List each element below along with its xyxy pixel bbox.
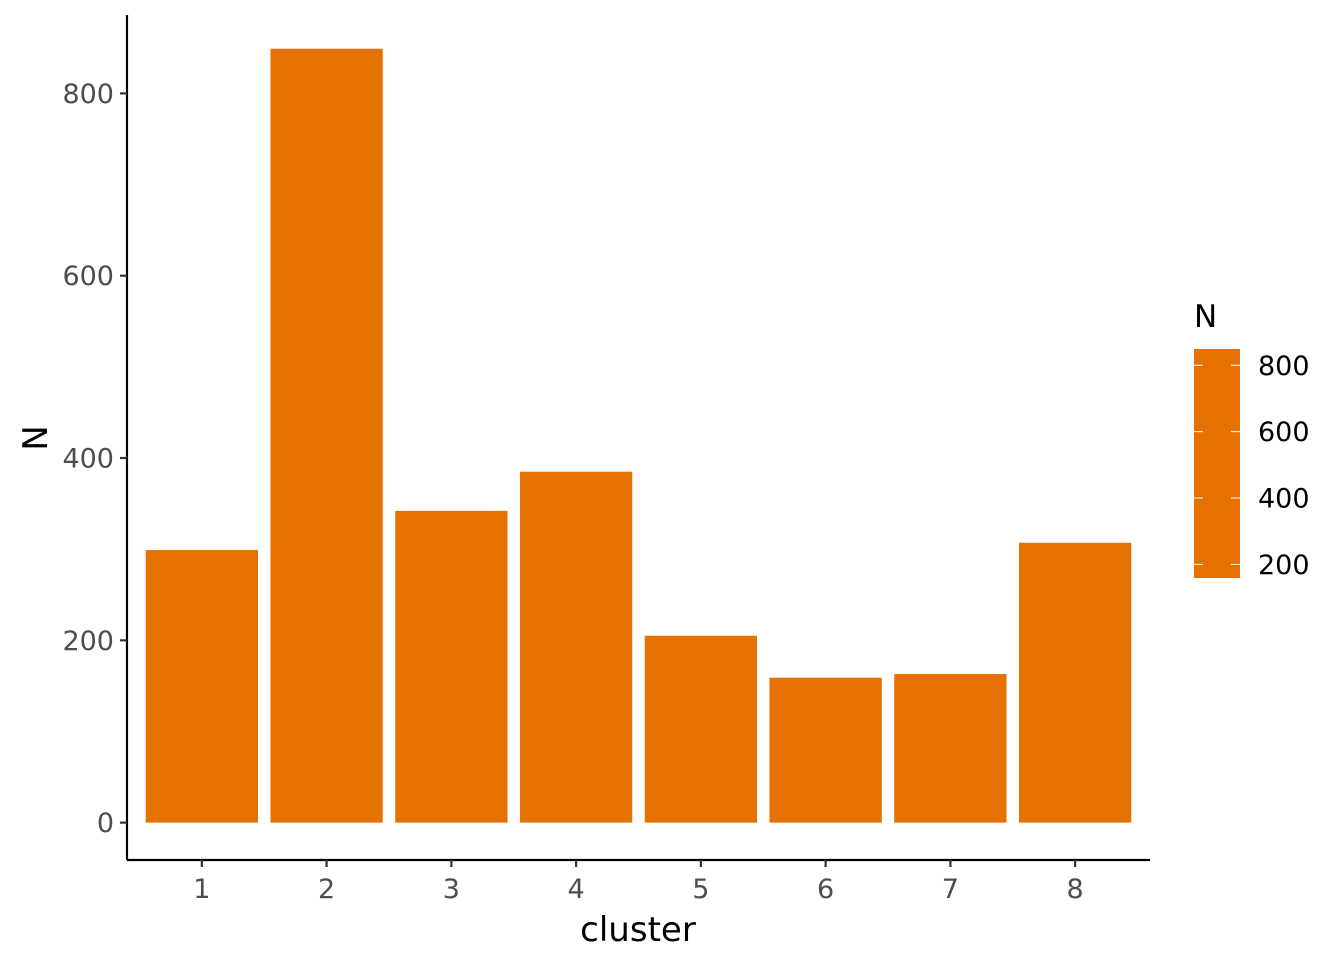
x-tick-label: 8	[1067, 874, 1084, 905]
x-tick-label: 4	[568, 874, 585, 905]
x-tick-label: 6	[817, 874, 834, 905]
bar-cluster-6	[769, 677, 882, 823]
legend-tick-label: 800	[1258, 351, 1310, 382]
bar-cluster-1	[145, 550, 258, 823]
bar-cluster-8	[1019, 542, 1132, 823]
y-tick-label: 400	[62, 444, 114, 475]
legend-tick-label: 200	[1258, 550, 1310, 581]
y-tick-label: 200	[62, 626, 114, 657]
legend-colorbar	[1194, 349, 1240, 578]
x-tick-label: 2	[318, 874, 335, 905]
y-tick-label: 0	[97, 808, 114, 839]
bar-cluster-4	[519, 471, 633, 823]
legend-tick-label: 400	[1258, 484, 1310, 515]
y-tick-label: 600	[62, 261, 114, 292]
x-axis-title: cluster	[580, 910, 696, 950]
legend: N 200 400 600 800	[1194, 299, 1310, 581]
legend-title: N	[1194, 299, 1217, 335]
x-tick-label: 3	[443, 874, 460, 905]
x-tick-label: 5	[692, 874, 709, 905]
x-tick-label: 7	[942, 874, 959, 905]
y-axis-ticks: 0 200 400 600 800	[62, 79, 127, 839]
bars-group	[145, 48, 1132, 823]
bar-cluster-2	[270, 48, 383, 823]
bar-cluster-7	[894, 674, 1007, 823]
x-tick-label: 1	[193, 874, 210, 905]
bar-cluster-5	[644, 635, 758, 823]
legend-tick-label: 600	[1258, 417, 1310, 448]
bar-cluster-3	[395, 510, 508, 823]
legend-ticks: 200 400 600 800	[1194, 351, 1310, 581]
y-axis-title: N	[16, 425, 56, 450]
y-tick-label: 800	[62, 79, 114, 110]
x-axis-ticks: 1 2 3 4 5 6 7 8	[193, 860, 1084, 905]
